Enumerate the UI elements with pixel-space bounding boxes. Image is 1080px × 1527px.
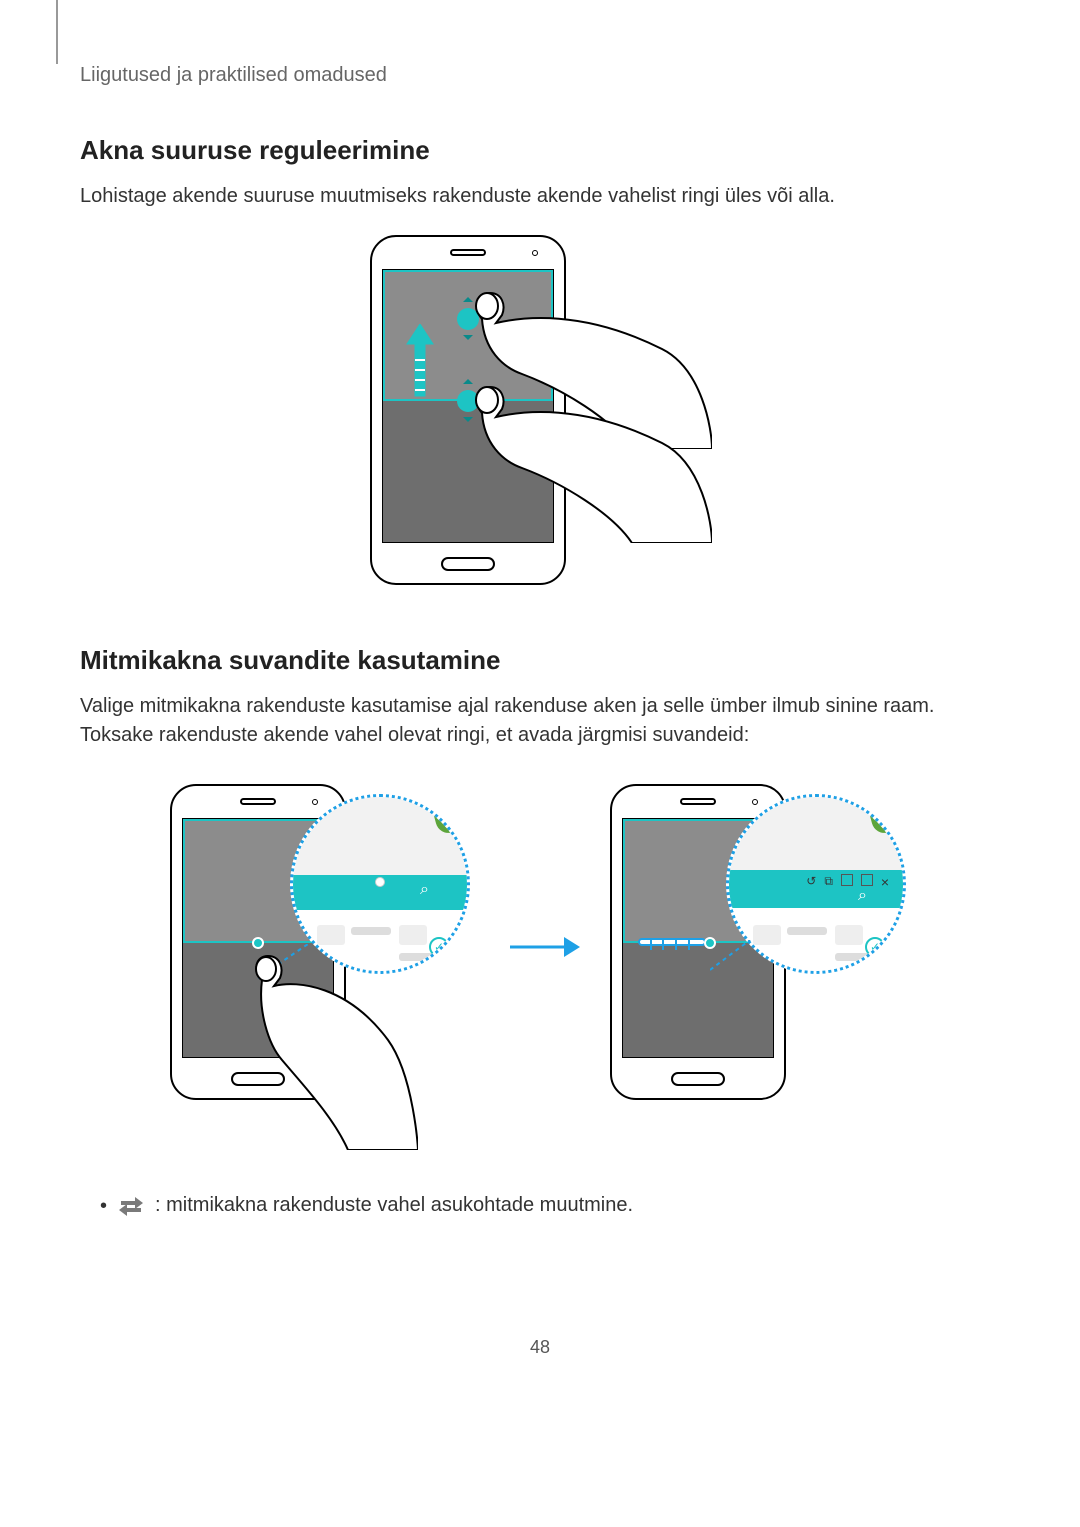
section1-body: Lohistage akende suuruse muutmiseks rake… <box>80 182 1000 211</box>
check-icon: ✓ <box>865 937 885 957</box>
search-icon: ⌕ <box>858 887 867 905</box>
earpiece <box>680 798 716 805</box>
arrow-right-icon <box>510 934 580 965</box>
section2-body: Valige mitmikakna rakenduste kasutamise … <box>80 692 1000 750</box>
figure-multiwindow-options: ⌕ ✓ <box>80 774 1000 1154</box>
page-number: 48 <box>80 1337 1000 1358</box>
blur-label <box>787 927 827 935</box>
hand-lower <box>462 373 712 543</box>
section1-title: Akna suuruse reguleerimine <box>80 135 1000 166</box>
bullet-text: : mitmikakna rakenduste vahel asukohtade… <box>155 1194 633 1217</box>
bullet-swap-positions: • : mitmikakna rakenduste vahel asukohta… <box>100 1194 1000 1217</box>
thumbnail <box>835 925 863 945</box>
maximize-icon <box>861 874 873 886</box>
chapter-title: Liigutused ja praktilised omadused <box>80 64 1000 87</box>
options-slider <box>638 938 706 946</box>
callout-pointer <box>710 940 756 976</box>
close-icon: × <box>881 874 889 890</box>
minimize-icon <box>841 874 853 886</box>
home-button <box>441 557 495 571</box>
swap-icon: ↺ <box>806 874 816 890</box>
arrow-up-icon <box>405 324 435 405</box>
earpiece <box>450 249 486 256</box>
blur-label <box>351 927 391 935</box>
thumbnail <box>399 925 427 945</box>
front-camera <box>532 250 538 256</box>
page-header-rule <box>56 0 58 64</box>
thumbnail <box>753 925 781 945</box>
home-button <box>671 1072 725 1086</box>
search-icon: ⌕ <box>420 881 429 899</box>
thumbnail <box>317 925 345 945</box>
check-icon: ✓ <box>429 937 449 957</box>
swap-apps-icon <box>117 1195 145 1217</box>
drag-content-icon: ⧉ <box>824 874 833 890</box>
hand-tap-left <box>238 950 418 1150</box>
earpiece <box>240 798 276 805</box>
divider-dot-zoom <box>375 877 385 887</box>
figure-resize-window <box>80 235 1000 605</box>
bullet-dot: • <box>100 1196 107 1216</box>
options-toolbar: ↺ ⧉ × <box>806 874 889 890</box>
section2-title: Mitmikakna suvandite kasutamine <box>80 645 1000 676</box>
